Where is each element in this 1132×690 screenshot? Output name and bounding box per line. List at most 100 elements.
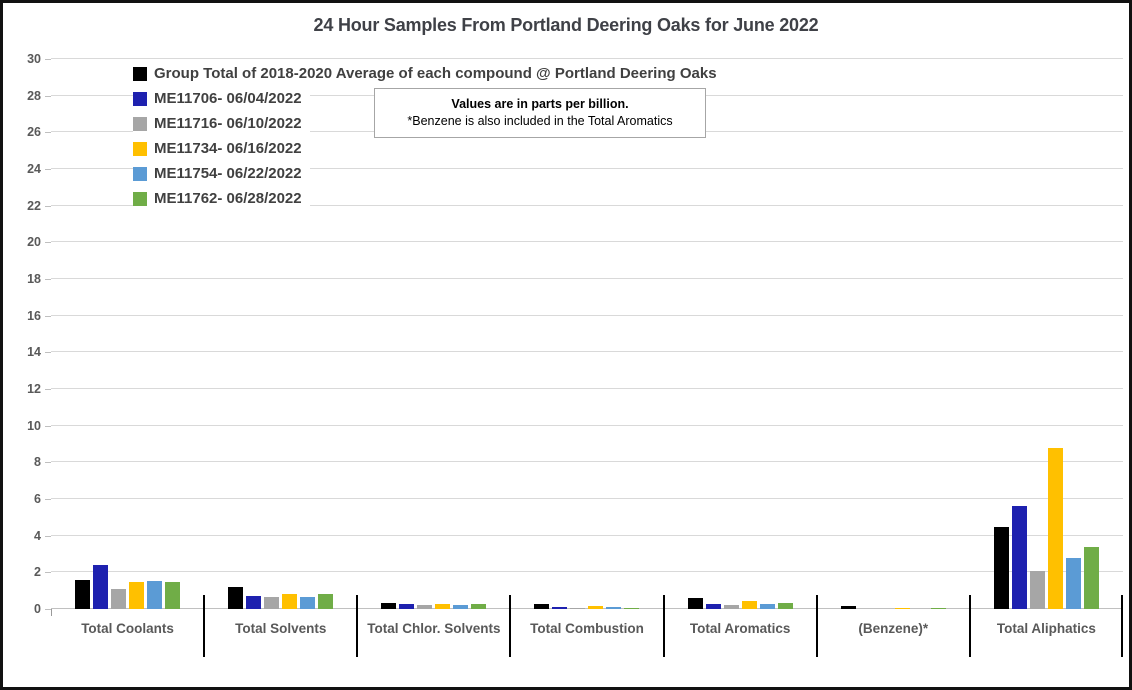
legend-label: ME11706- 06/04/2022 xyxy=(154,90,302,107)
legend-swatch-icon xyxy=(133,141,147,156)
y-axis-tick xyxy=(45,352,51,354)
bar xyxy=(1047,447,1063,609)
y-axis-tick xyxy=(45,609,51,610)
legend-swatch-icon xyxy=(133,166,147,181)
bar xyxy=(300,597,316,609)
annotation-units-text: Values are in parts per billion. xyxy=(451,97,629,111)
bar xyxy=(759,604,775,609)
bar xyxy=(552,607,568,609)
x-axis-line xyxy=(51,608,1123,609)
gridline xyxy=(51,278,1123,279)
bar xyxy=(705,603,721,609)
gridline xyxy=(51,204,1123,206)
category-group xyxy=(970,59,1123,609)
bar xyxy=(1083,546,1099,609)
category-label: Total Aliphatics xyxy=(996,621,1096,636)
y-axis-tick xyxy=(45,95,51,97)
bar xyxy=(147,580,163,609)
bar xyxy=(399,604,415,609)
y-axis-tick-label: 8 xyxy=(34,455,41,470)
bar-groups xyxy=(51,59,1123,609)
y-axis-tick-label: 0 xyxy=(34,602,41,616)
y-axis-tick-label: 18 xyxy=(27,272,41,286)
category-label: Total Coolants xyxy=(81,621,174,636)
y-axis-tick-label: 24 xyxy=(27,162,41,176)
category-label: Total Solvents xyxy=(235,621,327,636)
category-label: (Benzene)* xyxy=(858,621,929,636)
bar xyxy=(1011,506,1027,609)
y-axis-tick xyxy=(45,462,51,464)
bar xyxy=(687,598,703,609)
category-group xyxy=(51,59,204,609)
bar xyxy=(111,588,127,609)
y-axis-tick xyxy=(45,572,51,574)
legend-swatch-icon xyxy=(133,91,147,106)
category-separator xyxy=(203,595,206,657)
category-separator xyxy=(815,595,818,657)
category-separator xyxy=(356,595,359,657)
category-group xyxy=(357,59,510,609)
bar xyxy=(417,605,433,609)
legend-swatch-icon xyxy=(133,66,147,81)
y-axis-tick xyxy=(45,499,51,500)
category-group xyxy=(510,59,663,609)
legend: Group Total of 2018-2020 Average of each… xyxy=(133,63,725,209)
gridline xyxy=(51,424,1123,426)
bar xyxy=(453,605,469,609)
bar xyxy=(1029,570,1045,609)
category-separator xyxy=(509,595,512,657)
y-axis-tick-label: 14 xyxy=(27,345,41,360)
y-axis-tick xyxy=(45,205,51,207)
legend-label: ME11754- 06/22/2022 xyxy=(154,165,302,182)
legend-item: ME11706- 06/04/2022 xyxy=(133,88,310,109)
bar xyxy=(246,596,262,609)
gridline xyxy=(51,58,1123,59)
legend-label: ME11762- 06/28/2022 xyxy=(154,190,302,207)
y-axis-tick-label: 26 xyxy=(27,125,41,140)
x-axis-edge-tick xyxy=(51,609,52,616)
bar xyxy=(264,597,280,609)
category-label: Total Aromatics xyxy=(689,621,791,636)
category-group xyxy=(664,59,817,609)
bar xyxy=(606,607,622,609)
gridline xyxy=(51,571,1123,573)
y-axis-tick-label: 10 xyxy=(27,418,41,433)
y-axis-tick xyxy=(45,169,51,170)
y-axis-tick xyxy=(45,59,51,60)
y-axis-tick xyxy=(45,535,51,537)
annotation-box: Values are in parts per billion. *Benzen… xyxy=(374,88,706,138)
bar xyxy=(165,581,181,609)
bar xyxy=(624,607,640,609)
legend-item: Group Total of 2018-2020 Average of each… xyxy=(133,63,725,84)
gridline xyxy=(51,461,1123,463)
gridline xyxy=(51,534,1123,536)
gridline xyxy=(51,351,1123,353)
bar xyxy=(993,526,1009,609)
y-axis-tick-label: 20 xyxy=(27,235,41,250)
bar xyxy=(381,602,397,609)
y-axis-tick xyxy=(45,279,51,280)
category-separator xyxy=(1121,595,1123,657)
bar xyxy=(282,594,298,609)
bar xyxy=(75,579,91,609)
category-group xyxy=(204,59,357,609)
category-separator xyxy=(968,595,971,657)
legend-swatch-icon xyxy=(133,191,147,206)
legend-swatch-icon xyxy=(133,116,147,131)
y-axis-tick-label: 6 xyxy=(34,492,41,506)
bar xyxy=(894,607,910,609)
category-label: Total Combustion xyxy=(530,621,644,636)
bar xyxy=(570,607,586,609)
category-group xyxy=(817,59,970,609)
y-axis-tick-label: 30 xyxy=(27,52,41,66)
bar xyxy=(318,594,334,609)
gridline xyxy=(51,241,1123,243)
y-axis-tick xyxy=(45,315,51,317)
legend-label: Group Total of 2018-2020 Average of each… xyxy=(154,65,717,82)
bar xyxy=(840,605,856,609)
bar xyxy=(534,604,550,609)
y-axis-tick xyxy=(45,132,51,134)
bar xyxy=(741,600,757,609)
bar xyxy=(588,606,604,609)
